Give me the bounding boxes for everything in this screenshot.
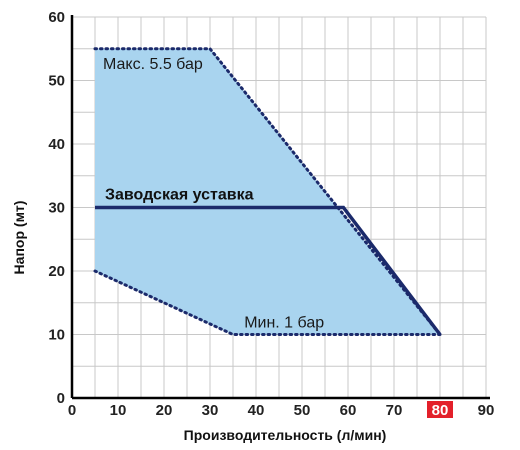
x-tick-label: 30 <box>202 402 219 419</box>
x-tick-label: 0 <box>68 402 76 419</box>
x-tick-label: 20 <box>156 402 173 419</box>
y-tick-label: 10 <box>48 327 65 344</box>
factory-setting-label: Заводская уставка <box>105 187 254 204</box>
min-pressure-label: Мин. 1 бар <box>244 315 324 332</box>
operating-region <box>95 48 440 335</box>
y-tick-labels: 0 10 20 30 40 50 60 <box>48 9 65 407</box>
x-tick-label: 10 <box>110 402 127 419</box>
max-pressure-label: Макс. 5.5 бар <box>103 56 203 73</box>
y-tick-label: 30 <box>48 200 65 217</box>
y-tick-label: 20 <box>48 263 65 280</box>
x-tick-label: 50 <box>294 402 311 419</box>
x-tick-label: 60 <box>340 402 357 419</box>
x-tick-label: 80 <box>432 402 449 419</box>
x-axis-title: Производительность (л/мин) <box>184 427 387 443</box>
x-tick-highlight <box>427 401 453 418</box>
x-tick-labels: 0 10 20 30 40 50 60 70 80 90 <box>68 401 495 419</box>
y-axis-title: Напор (мт) <box>11 201 27 275</box>
y-tick-label: 60 <box>48 9 65 26</box>
factory-setting-line <box>95 205 442 336</box>
max-pressure-line <box>93 47 442 336</box>
x-tick-label: 70 <box>386 402 403 419</box>
y-tick-label: 0 <box>57 390 65 407</box>
y-tick-label: 40 <box>48 136 65 153</box>
min-pressure-line <box>93 269 442 336</box>
y-tick-label: 50 <box>48 73 65 90</box>
axes <box>70 15 490 400</box>
x-tick-label: 40 <box>248 402 265 419</box>
x-tick-label: 90 <box>478 402 495 419</box>
